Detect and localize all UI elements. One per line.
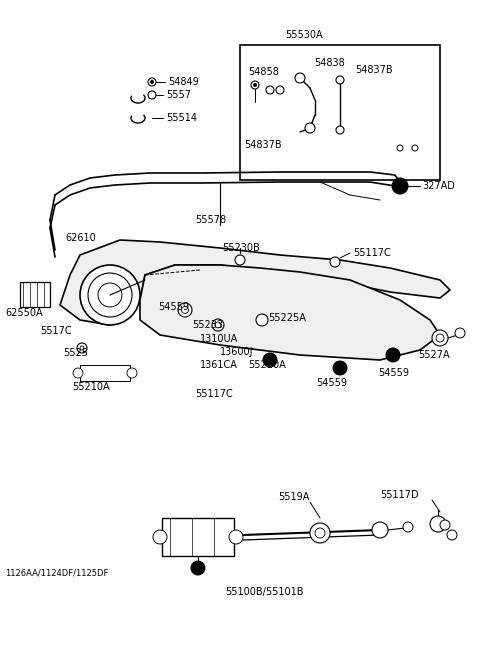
Text: 55225A: 55225A xyxy=(268,313,306,323)
Circle shape xyxy=(392,178,408,194)
Text: 54559: 54559 xyxy=(378,368,409,378)
Circle shape xyxy=(310,523,330,543)
Circle shape xyxy=(295,73,305,83)
Circle shape xyxy=(178,303,192,317)
Circle shape xyxy=(251,81,259,89)
Text: 5519A: 5519A xyxy=(278,492,310,502)
Circle shape xyxy=(397,145,403,151)
Circle shape xyxy=(403,522,413,532)
Circle shape xyxy=(266,86,274,94)
Text: 55230B: 55230B xyxy=(222,243,260,253)
Text: 5517C: 5517C xyxy=(40,326,72,336)
Circle shape xyxy=(73,368,83,378)
Circle shape xyxy=(330,257,340,267)
Circle shape xyxy=(148,91,156,99)
Circle shape xyxy=(229,530,243,544)
Circle shape xyxy=(253,83,257,87)
Text: 54858: 54858 xyxy=(248,67,279,77)
Text: 55233: 55233 xyxy=(192,320,223,330)
Text: 55514: 55514 xyxy=(166,113,197,123)
Text: 54837B: 54837B xyxy=(355,65,393,75)
Circle shape xyxy=(333,260,337,264)
Circle shape xyxy=(336,126,344,134)
Circle shape xyxy=(77,343,87,353)
Text: 54837B: 54837B xyxy=(244,140,282,150)
Circle shape xyxy=(235,255,245,265)
Text: 62610: 62610 xyxy=(65,233,96,243)
Circle shape xyxy=(436,334,444,342)
Circle shape xyxy=(386,348,400,362)
Circle shape xyxy=(372,522,388,538)
Circle shape xyxy=(256,314,268,326)
Bar xyxy=(20,282,50,307)
Circle shape xyxy=(432,330,448,346)
Circle shape xyxy=(98,283,122,307)
Text: 62550A: 62550A xyxy=(5,308,43,318)
Text: 55210A: 55210A xyxy=(72,382,109,392)
Circle shape xyxy=(127,368,137,378)
Text: 55530A: 55530A xyxy=(285,30,323,40)
Text: 5525: 5525 xyxy=(63,348,88,358)
Text: 54849: 54849 xyxy=(168,77,199,87)
Text: 5527A: 5527A xyxy=(418,350,450,360)
Circle shape xyxy=(305,123,315,133)
Circle shape xyxy=(238,258,242,262)
Circle shape xyxy=(336,76,344,84)
Text: 55220A: 55220A xyxy=(248,360,286,370)
Text: 55578: 55578 xyxy=(195,215,226,225)
Circle shape xyxy=(88,273,132,317)
Circle shape xyxy=(150,80,154,84)
Circle shape xyxy=(263,353,277,367)
Text: 55117D: 55117D xyxy=(380,490,419,500)
Bar xyxy=(80,365,130,381)
Circle shape xyxy=(181,307,189,313)
Bar xyxy=(240,45,440,180)
Text: 55100B/55101B: 55100B/55101B xyxy=(225,587,303,597)
Text: 55117C: 55117C xyxy=(353,248,391,258)
Bar xyxy=(162,518,234,556)
Circle shape xyxy=(80,265,140,325)
Circle shape xyxy=(212,319,224,331)
Text: 1310UA: 1310UA xyxy=(200,334,238,344)
Text: 13600J: 13600J xyxy=(220,347,253,357)
Circle shape xyxy=(191,561,205,575)
Circle shape xyxy=(430,516,446,532)
Circle shape xyxy=(455,328,465,338)
Text: 54559: 54559 xyxy=(316,378,347,388)
Text: 55117C: 55117C xyxy=(195,389,233,399)
Polygon shape xyxy=(140,265,440,360)
Circle shape xyxy=(412,145,418,151)
Polygon shape xyxy=(60,240,450,325)
Text: 1126AA/1124DF/1125DF: 1126AA/1124DF/1125DF xyxy=(5,568,108,577)
Text: 5557: 5557 xyxy=(166,90,191,100)
Circle shape xyxy=(215,322,221,328)
Circle shape xyxy=(333,361,347,375)
Circle shape xyxy=(440,520,450,530)
Circle shape xyxy=(315,528,325,538)
Circle shape xyxy=(447,530,457,540)
Circle shape xyxy=(80,346,84,350)
Text: 54838: 54838 xyxy=(314,58,345,68)
Text: 327AD: 327AD xyxy=(422,181,455,191)
Circle shape xyxy=(276,86,284,94)
Text: 1361CA: 1361CA xyxy=(200,360,238,370)
Circle shape xyxy=(148,78,156,86)
Text: 54559: 54559 xyxy=(158,302,189,312)
Circle shape xyxy=(153,530,167,544)
